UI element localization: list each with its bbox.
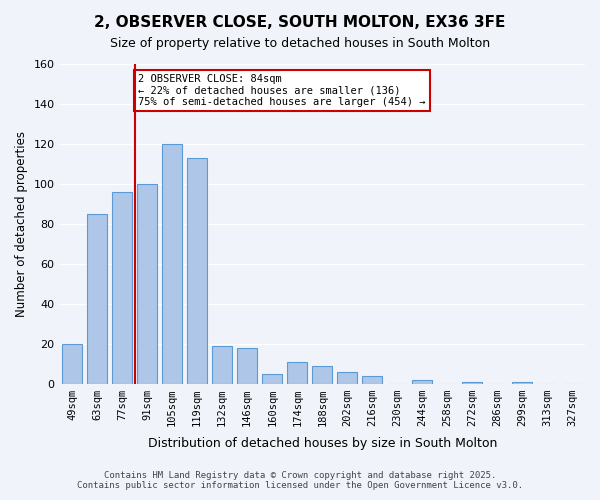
Bar xyxy=(262,374,282,384)
Bar xyxy=(287,362,307,384)
Text: 2, OBSERVER CLOSE, SOUTH MOLTON, EX36 3FE: 2, OBSERVER CLOSE, SOUTH MOLTON, EX36 3F… xyxy=(94,15,506,30)
Bar xyxy=(137,184,157,384)
Bar xyxy=(187,158,207,384)
Bar xyxy=(212,346,232,384)
Text: 2 OBSERVER CLOSE: 84sqm
← 22% of detached houses are smaller (136)
75% of semi-d: 2 OBSERVER CLOSE: 84sqm ← 22% of detache… xyxy=(139,74,426,107)
Bar xyxy=(162,144,182,384)
Text: Contains HM Land Registry data © Crown copyright and database right 2025.
Contai: Contains HM Land Registry data © Crown c… xyxy=(77,470,523,490)
Bar xyxy=(112,192,132,384)
Bar xyxy=(463,382,482,384)
Bar xyxy=(337,372,358,384)
Bar xyxy=(362,376,382,384)
Bar xyxy=(62,344,82,384)
X-axis label: Distribution of detached houses by size in South Molton: Distribution of detached houses by size … xyxy=(148,437,497,450)
Bar xyxy=(412,380,433,384)
Text: Size of property relative to detached houses in South Molton: Size of property relative to detached ho… xyxy=(110,38,490,51)
Bar xyxy=(237,348,257,384)
Y-axis label: Number of detached properties: Number of detached properties xyxy=(15,131,28,317)
Bar xyxy=(312,366,332,384)
Bar xyxy=(512,382,532,384)
Bar xyxy=(87,214,107,384)
